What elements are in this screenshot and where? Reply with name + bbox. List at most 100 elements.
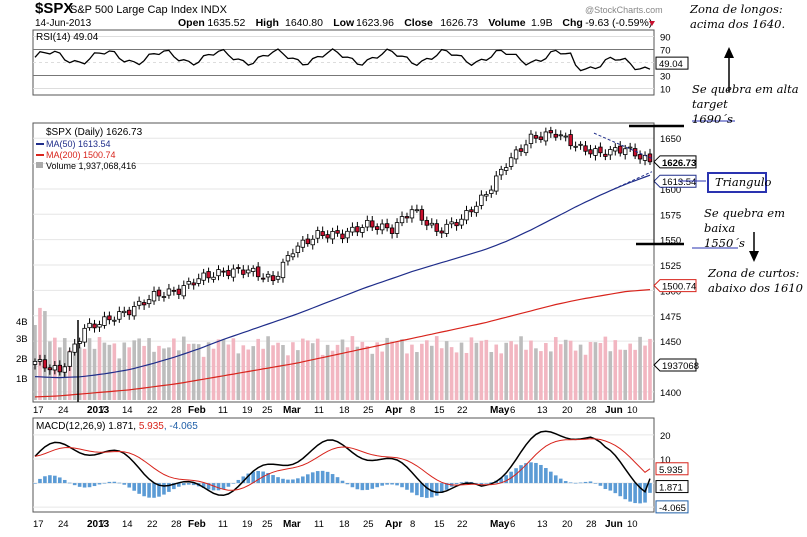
volume-bar xyxy=(439,348,444,400)
candle-body xyxy=(97,324,102,328)
volume-bar xyxy=(618,349,623,400)
candle-body xyxy=(568,134,573,147)
note-triangle-box: Triangulo xyxy=(707,172,771,193)
volume-bar xyxy=(380,351,384,400)
volume-bar xyxy=(335,344,340,400)
candle-body xyxy=(52,365,58,371)
candle-body xyxy=(92,323,97,329)
candle-body xyxy=(464,210,469,221)
macd-histogram-bar xyxy=(221,483,226,490)
volume-bar xyxy=(276,342,280,400)
volume-bar xyxy=(251,346,256,400)
stat-value-0: 1635.52 xyxy=(207,17,245,29)
macd-histogram-bar xyxy=(375,483,380,488)
stat-label-1: High xyxy=(256,17,279,29)
stat-value-3: 1626.73 xyxy=(440,17,478,29)
x-axis-label: Apr xyxy=(385,405,402,416)
macd-frame xyxy=(32,417,655,513)
macd-histogram-bar xyxy=(638,483,642,504)
candle-body xyxy=(528,133,534,144)
x-axis-label: 10 xyxy=(627,519,638,530)
x-axis-label: 11 xyxy=(218,519,228,530)
macd-histogram-bar xyxy=(390,483,394,485)
volume-bar xyxy=(375,342,380,400)
candle-body xyxy=(251,267,256,272)
macd-histogram-bar xyxy=(425,483,429,498)
close-price-tag-box xyxy=(653,155,697,169)
volume-bar xyxy=(117,358,122,400)
macd-histogram-bar xyxy=(370,483,375,489)
x-axis-label: Jun xyxy=(605,519,623,530)
volume-bar xyxy=(271,345,275,400)
candle-body xyxy=(226,269,231,277)
note-break-down-line1: Se quebra em xyxy=(704,206,785,220)
macd-histogram-bar xyxy=(444,483,449,490)
candle-body xyxy=(231,268,236,278)
candle-body xyxy=(117,311,122,320)
volume-bar xyxy=(196,344,201,400)
macd-histogram-bar xyxy=(291,479,295,484)
x-axis-label: 19 xyxy=(242,405,253,416)
candle-body xyxy=(32,361,38,365)
macd-histogram-bar xyxy=(191,483,196,486)
candle-body xyxy=(112,319,117,322)
x-axis-label: Apr xyxy=(385,519,402,530)
candle-body xyxy=(350,226,355,233)
volume-bar xyxy=(539,351,543,400)
symbol-title: $SPX xyxy=(35,0,73,17)
candle-body xyxy=(67,351,72,367)
volume-bar xyxy=(628,343,632,400)
macd-histogram-bar xyxy=(112,481,117,484)
volume-bar xyxy=(623,349,628,400)
volume-bar xyxy=(340,339,345,400)
candle-body xyxy=(598,146,603,154)
macd-histogram-bar xyxy=(147,483,151,498)
candle-body xyxy=(588,149,593,155)
x-axis-label: 7 xyxy=(100,405,105,416)
x-axis-label: 17 xyxy=(33,519,44,530)
note-break-up-line1: Se quebra em alta xyxy=(692,82,799,96)
volume-bar xyxy=(286,355,290,400)
stat-label-0: Open xyxy=(178,17,205,29)
volume-bar xyxy=(459,342,464,400)
macd-histogram-bar xyxy=(648,483,652,493)
x-axis-label: 19 xyxy=(242,519,253,530)
price-tick-1475: 1475 xyxy=(660,312,681,323)
stat-label-4: Volume xyxy=(488,17,525,29)
volume-bar xyxy=(201,356,206,400)
candle-body xyxy=(538,136,544,140)
macd-histogram-bar xyxy=(167,483,171,492)
stat-value-5: -9.63 (-0.59%) xyxy=(585,17,652,29)
volume-bar xyxy=(489,352,494,400)
volume-bar xyxy=(638,336,642,400)
chg-down-arrow-icon xyxy=(649,21,655,26)
volume-bar xyxy=(231,338,236,400)
volume-bar xyxy=(325,344,330,400)
volume-bar xyxy=(588,341,593,400)
candle-body xyxy=(593,148,598,156)
candle-body xyxy=(87,322,92,329)
macd-histogram-bar xyxy=(360,483,365,491)
candle-body xyxy=(627,146,633,149)
candle-body xyxy=(216,269,221,277)
chart-date: 14-Jun-2013 xyxy=(35,18,92,29)
volume-bar xyxy=(142,345,146,400)
volume-bar xyxy=(534,348,538,400)
macd-histogram-bar xyxy=(206,483,211,490)
macd-histogram-bar xyxy=(549,471,553,484)
volume-bar xyxy=(420,343,424,400)
candle-body xyxy=(161,296,167,298)
candle-body xyxy=(469,209,474,213)
macd-histogram-bar xyxy=(400,483,404,488)
x-axis-label: 14 xyxy=(122,405,133,416)
candle-body xyxy=(548,130,554,134)
volume-bar xyxy=(216,339,221,400)
x-axis-label: 17 xyxy=(33,405,44,416)
macd-histogram-bar xyxy=(256,470,260,484)
candle-body xyxy=(444,223,449,234)
macd-tick-20: 20 xyxy=(660,431,671,442)
ma50-line xyxy=(34,174,651,379)
